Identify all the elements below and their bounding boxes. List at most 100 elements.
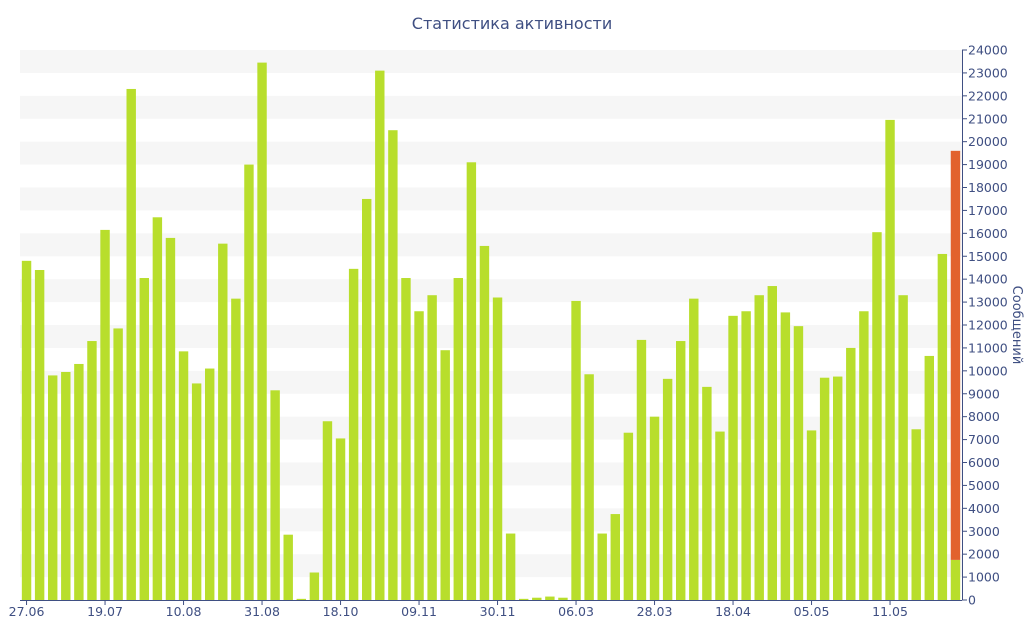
bar	[924, 355, 935, 600]
y-tick-label: 24000	[968, 43, 1008, 58]
bar	[702, 386, 712, 600]
grid-band	[20, 416, 962, 440]
y-tick-label: 6000	[968, 455, 1000, 470]
bar	[872, 232, 882, 600]
bar	[34, 270, 45, 600]
bar	[440, 350, 450, 600]
bar	[87, 341, 97, 600]
bar	[47, 375, 58, 600]
y-tick-label: 15000	[968, 249, 1008, 264]
bar	[231, 298, 241, 600]
grid-band	[20, 233, 962, 257]
bar	[597, 533, 607, 600]
x-tick-label: 06.03	[558, 604, 594, 619]
bar	[819, 377, 830, 600]
bar	[636, 339, 647, 600]
bar	[492, 297, 503, 600]
bar	[518, 598, 529, 600]
bar	[767, 286, 778, 600]
x-tick-label: 11.05	[872, 604, 908, 619]
bar	[152, 217, 163, 600]
y-tick-label: 8000	[968, 409, 1000, 424]
grid-band	[20, 187, 962, 211]
grid-band	[20, 370, 962, 394]
y-tick-label: 7000	[968, 432, 1000, 447]
y-tick-label: 9000	[968, 386, 1000, 401]
bar	[741, 311, 751, 600]
grid-band	[20, 279, 962, 303]
bar	[139, 278, 150, 600]
bar	[204, 368, 215, 600]
bar	[335, 438, 346, 600]
bar	[244, 164, 254, 601]
y-tick-label: 23000	[968, 65, 1008, 80]
x-tick-label: 18.04	[715, 604, 751, 619]
bar	[675, 341, 686, 600]
y-tick-label: 14000	[968, 272, 1008, 287]
bar	[689, 298, 699, 600]
bar	[401, 278, 411, 600]
bar	[126, 88, 136, 600]
bar	[479, 245, 490, 600]
bar	[257, 62, 267, 600]
y-tick-label: 0	[968, 593, 976, 608]
bar	[571, 300, 581, 600]
grid-band	[20, 508, 962, 532]
y-tick-label: 5000	[968, 478, 1000, 493]
bar	[74, 363, 84, 600]
bar	[649, 416, 660, 600]
x-tick-label: 19.07	[87, 604, 123, 619]
bar	[375, 70, 385, 600]
bar	[532, 597, 542, 600]
y-tick-label: 17000	[968, 203, 1008, 218]
y-tick-label: 16000	[968, 226, 1008, 241]
bar	[950, 150, 961, 560]
y-axis-title: Сообщений	[1009, 286, 1024, 365]
bar	[623, 432, 634, 600]
bar	[846, 347, 856, 600]
bar	[898, 295, 908, 600]
bar	[610, 514, 621, 600]
bar	[545, 596, 555, 600]
bar	[218, 243, 228, 601]
y-tick-label: 10000	[968, 363, 1008, 378]
bar	[950, 559, 961, 600]
bar	[466, 162, 477, 600]
bar	[348, 268, 359, 600]
bar	[780, 312, 791, 600]
grid-band	[20, 554, 962, 578]
bar	[283, 534, 293, 600]
y-tick-label: 1000	[968, 570, 1000, 585]
bar	[309, 572, 320, 600]
bar	[715, 431, 725, 600]
bars-layer	[21, 62, 961, 601]
bar	[885, 119, 895, 600]
bar	[728, 315, 738, 600]
bar	[270, 390, 280, 600]
x-tick-label: 31.08	[244, 604, 280, 619]
x-tick-label: 18.10	[323, 604, 359, 619]
bar	[754, 295, 764, 600]
y-tick-label: 13000	[968, 295, 1008, 310]
bar	[21, 260, 32, 600]
x-tick-label: 10.08	[166, 604, 202, 619]
y-tick-label: 2000	[968, 547, 1000, 562]
x-tick-label: 30.11	[480, 604, 516, 619]
bar	[296, 598, 307, 600]
x-tick-label: 05.05	[794, 604, 830, 619]
bar	[806, 430, 817, 600]
grid-band	[20, 141, 962, 165]
bar	[505, 533, 516, 600]
y-tick-label: 12000	[968, 318, 1008, 333]
y-tick-label: 19000	[968, 157, 1008, 172]
bar	[427, 295, 437, 600]
grid-band	[20, 325, 962, 348]
bar	[832, 376, 843, 600]
bar	[793, 326, 804, 600]
axes-layer: 0 1000 2000 3000 4000 5000 6000 7000 8000 9000 100…	[9, 43, 1008, 620]
bar	[322, 421, 333, 600]
grid-band	[20, 50, 962, 73]
grid-band	[20, 462, 962, 486]
